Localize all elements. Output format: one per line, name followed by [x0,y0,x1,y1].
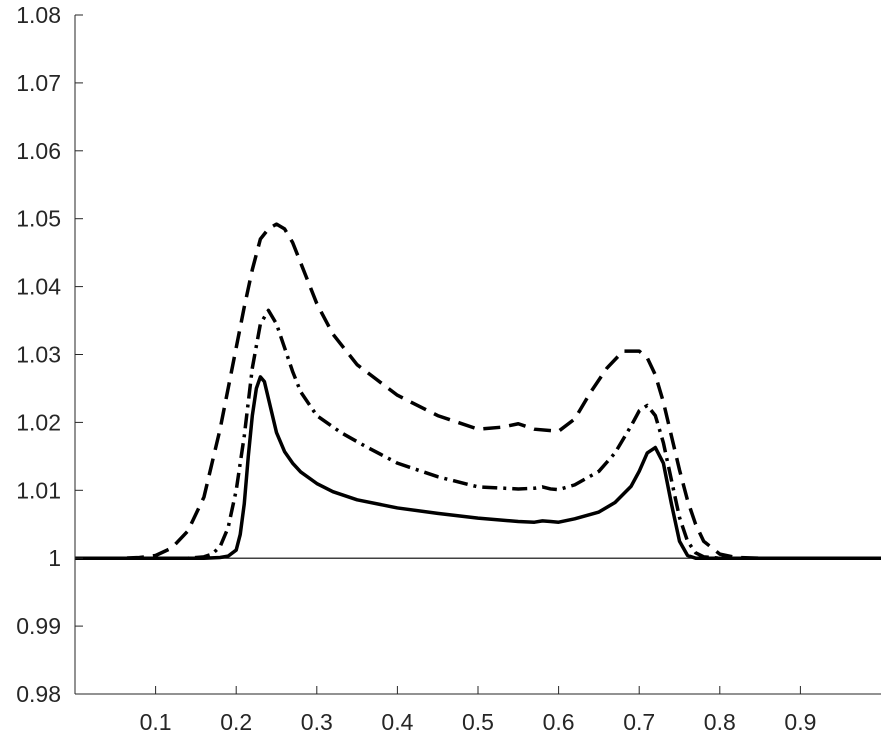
y-tick-label: 1.06 [16,138,61,164]
x-tick-label: 0.9 [784,709,816,735]
series-layer [75,222,881,560]
y-tick-label: 1 [48,545,61,571]
y-tick-label: 1.01 [16,477,61,503]
y-tick-label: 0.99 [16,613,61,639]
y-tick-label: 1.03 [16,342,61,368]
x-tick-label: 0.6 [543,709,575,735]
y-tick-label: 0.98 [16,681,61,707]
y-tick-label: 1.07 [16,70,61,96]
y-tick-label: 1.02 [16,409,61,435]
y-tick-label: 1.04 [16,274,61,300]
x-tick-label: 0.1 [140,709,172,735]
x-tick-label: 0.2 [220,709,252,735]
y-tick-label: 1.05 [16,206,61,232]
x-tick-label: 0.7 [623,709,655,735]
y-tick-label: 1.08 [16,2,61,28]
x-tick-label: 0.5 [462,709,494,735]
x-tick-label: 0.3 [301,709,333,735]
x-tick-label: 0.8 [704,709,736,735]
x-tick-label: 0.4 [381,709,413,735]
axes-layer: 0.98 0.99 1 1.01 1.02 1.03 1.04 1.05 1.06 1.07 1.0… [16,2,881,735]
series-line-dashdot [75,308,881,560]
series-line-solid [75,375,881,560]
series-line-dashed [75,222,881,560]
